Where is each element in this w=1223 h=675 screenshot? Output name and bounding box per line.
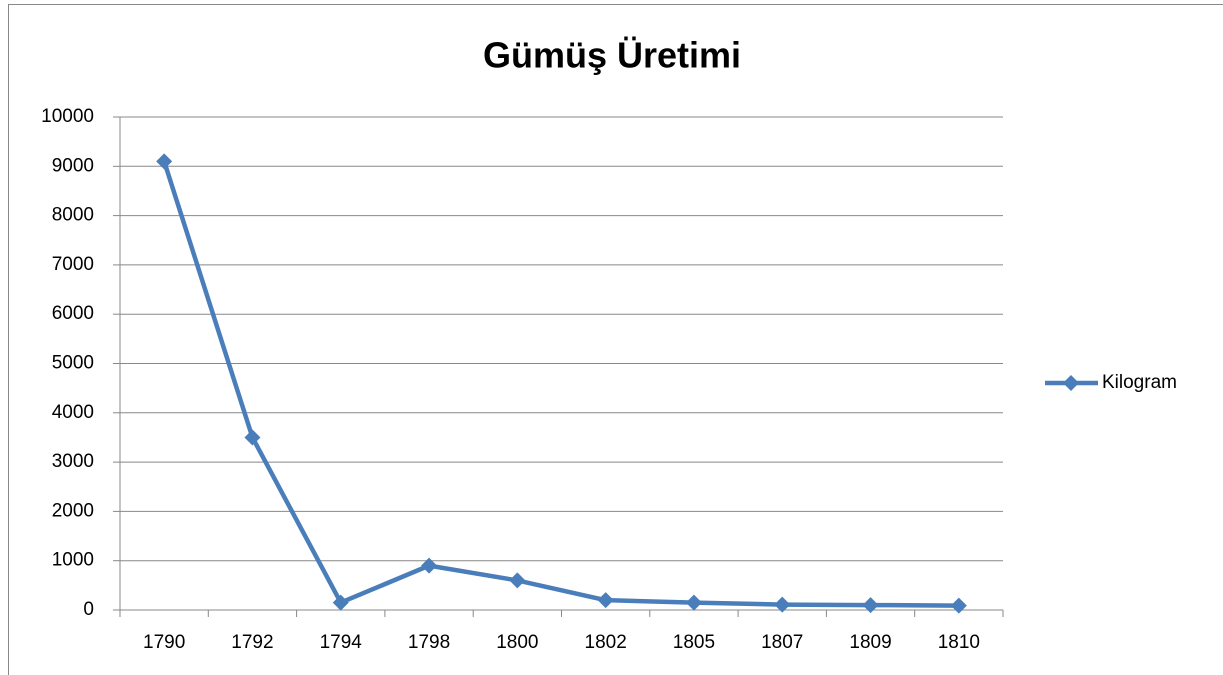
y-tick-label: 8000 bbox=[52, 205, 94, 226]
x-tick-label: 1802 bbox=[585, 632, 627, 653]
x-tick-label: 1792 bbox=[231, 632, 273, 653]
legend-label: Kilogram bbox=[1102, 372, 1177, 393]
series-line bbox=[162, 160, 959, 608]
x-tick-label: 1809 bbox=[849, 632, 891, 653]
point bbox=[685, 594, 702, 611]
y-tick-label: 3000 bbox=[52, 451, 94, 472]
y-tick-label: 2000 bbox=[52, 500, 94, 521]
y-tick-label: 1000 bbox=[52, 550, 94, 571]
point bbox=[509, 572, 526, 589]
x-tick-label: 1800 bbox=[496, 632, 538, 653]
point bbox=[597, 592, 614, 609]
chart-title: Gümüş Üretimi bbox=[483, 35, 741, 76]
chart-frame bbox=[8, 4, 1223, 675]
y-tick-label: 9000 bbox=[52, 155, 94, 176]
x-tick-label: 1790 bbox=[143, 632, 185, 653]
y-tick-label: 6000 bbox=[52, 303, 94, 324]
x-tick-label: 1807 bbox=[761, 632, 803, 653]
y-tick-label: 0 bbox=[83, 599, 94, 620]
point bbox=[862, 597, 879, 614]
x-tick-label: 1794 bbox=[320, 632, 363, 653]
point bbox=[332, 594, 349, 611]
point bbox=[244, 429, 261, 446]
point bbox=[950, 597, 967, 614]
x-tick-label: 1810 bbox=[938, 632, 980, 653]
x-tick-label: 1798 bbox=[408, 632, 450, 653]
point bbox=[421, 557, 438, 574]
y-tick-label: 5000 bbox=[52, 353, 94, 374]
y-tick-label: 7000 bbox=[52, 254, 94, 275]
y-tick-label: 4000 bbox=[52, 402, 94, 423]
x-tick-label: 1805 bbox=[673, 632, 715, 653]
legend-marker bbox=[1063, 375, 1079, 391]
y-tick-label: 10000 bbox=[41, 106, 94, 127]
point bbox=[774, 596, 791, 613]
point bbox=[156, 153, 173, 170]
